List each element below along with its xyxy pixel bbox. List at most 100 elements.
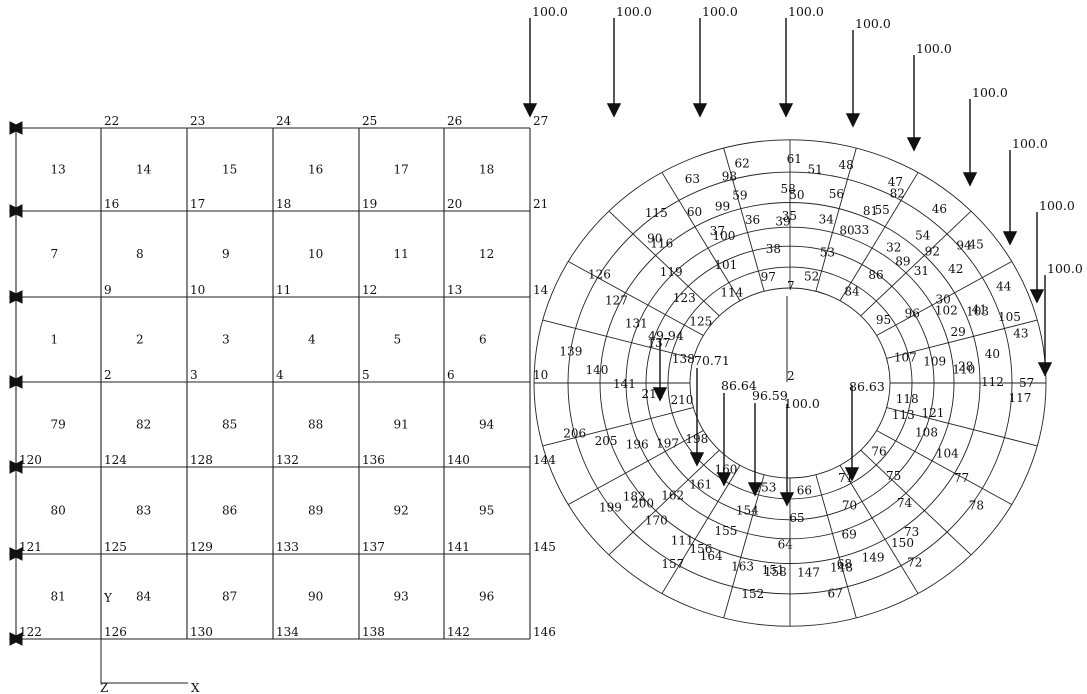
axis-z-label: Z xyxy=(100,681,108,694)
ring-node-label: 138 xyxy=(672,352,695,366)
node-label: 19 xyxy=(362,197,377,211)
element-label: 84 xyxy=(136,590,152,604)
element-label: 83 xyxy=(136,504,151,518)
node-label: 132 xyxy=(276,453,299,467)
ring-node-label: 131 xyxy=(625,317,648,331)
element-label: 80 xyxy=(51,504,66,518)
ring-radial-line xyxy=(608,210,720,317)
node-label: 23 xyxy=(190,114,205,128)
load-value-label: 100.0 xyxy=(1012,136,1048,151)
axis-triad: Y Z X xyxy=(100,591,200,694)
ring-node-label: 81 xyxy=(863,204,878,218)
node-label: 20 xyxy=(447,197,462,211)
ring-node-label: 141 xyxy=(613,377,636,391)
ring-node-label: 158 xyxy=(764,565,787,579)
ring-node-label: 115 xyxy=(645,206,668,220)
node-label: 122 xyxy=(19,625,42,639)
ring-node-label: 75 xyxy=(886,469,901,483)
element-label: 89 xyxy=(308,504,323,518)
ring-node-label: 29 xyxy=(951,325,966,339)
ring-node-label: 82 xyxy=(890,187,905,201)
ring-radial-line xyxy=(608,449,720,556)
ring-node-label: 153 xyxy=(754,481,777,495)
ring-radial-line xyxy=(815,474,857,618)
ring-radial-line xyxy=(860,449,972,556)
ring-node-label: 92 xyxy=(925,245,940,259)
ring-radial-line xyxy=(542,319,694,359)
element-label: 86 xyxy=(222,504,237,518)
element-label: 91 xyxy=(394,418,409,432)
node-label: 16 xyxy=(104,197,119,211)
ring-node-label: 74 xyxy=(897,496,913,510)
ring-node-label: 68 xyxy=(837,557,852,571)
ring-node-label: 110 xyxy=(952,363,975,377)
node-label: 10 xyxy=(533,368,548,382)
ring-node-label: 100 xyxy=(712,229,735,243)
load-arrowhead-icon xyxy=(845,113,861,128)
element-label: 11 xyxy=(394,247,409,261)
support-arrow-icon xyxy=(8,460,23,474)
ring-node-label: 78 xyxy=(969,498,984,512)
element-label: 3 xyxy=(222,333,230,347)
ring-radial-line xyxy=(886,407,1038,447)
ring-node-label: 90 xyxy=(647,231,662,245)
ring-node-label: 199 xyxy=(599,501,622,515)
ring-node-label: 44 xyxy=(996,280,1012,294)
element-label: 6 xyxy=(479,333,487,347)
node-label: 24 xyxy=(276,114,292,128)
ring-node-label: 52 xyxy=(804,270,819,284)
ring-node-label: 45 xyxy=(968,237,983,251)
ring-node-label: 34 xyxy=(819,212,835,226)
load-arrowhead-icon xyxy=(844,467,860,482)
element-label: 14 xyxy=(136,163,152,177)
ring-node-label: 150 xyxy=(891,536,914,550)
ring-node-label: 50 xyxy=(789,188,804,202)
node-label: 3 xyxy=(190,368,198,382)
node-label: 9 xyxy=(104,283,112,297)
support-arrow-icon xyxy=(8,547,23,561)
ring-node-label: 35 xyxy=(782,209,797,223)
axis-x-label: X xyxy=(191,681,200,694)
node-label: 4 xyxy=(276,368,284,382)
ring-node-label: 113 xyxy=(892,408,915,422)
load-arrowhead-icon xyxy=(692,103,708,118)
load-arrowhead-icon xyxy=(1002,231,1018,246)
support-arrow-icon xyxy=(8,121,23,135)
node-label: 125 xyxy=(104,540,127,554)
ring-node-label: 164 xyxy=(700,549,723,563)
ring-node-label: 170 xyxy=(645,513,668,527)
ring-node-label: 63 xyxy=(685,172,700,186)
ring-radial-line xyxy=(839,172,919,301)
grid-mesh xyxy=(15,127,788,640)
ring-node-label: 71 xyxy=(838,471,853,485)
ring-node-label: 149 xyxy=(862,551,885,565)
load-arrowhead-icon xyxy=(962,172,978,187)
ring-node-label: 123 xyxy=(673,291,696,305)
ring-radial-line xyxy=(661,465,741,594)
node-label: 11 xyxy=(276,283,291,297)
element-label: 96 xyxy=(479,590,494,604)
inner-load-value-label: 70.71 xyxy=(694,353,730,368)
ring-node-label: 99 xyxy=(715,199,730,213)
node-label: 6 xyxy=(447,368,455,382)
ring-node-label: 51 xyxy=(807,163,822,177)
load-arrowhead-icon xyxy=(747,482,763,497)
ring-node-label: 151 xyxy=(762,563,785,577)
node-label: 26 xyxy=(447,114,462,128)
node-label: 21 xyxy=(533,197,548,211)
ring-node-label: 56 xyxy=(829,187,844,201)
load-arrowhead-icon xyxy=(689,452,705,467)
ring-radial-line xyxy=(815,148,857,292)
ring-node-label: 65 xyxy=(789,511,804,525)
ring-node-label: 163 xyxy=(731,559,754,573)
ring-node-label: 105 xyxy=(998,310,1021,324)
load-value-label: 100.0 xyxy=(788,4,824,19)
ring-radial-line xyxy=(876,261,1012,336)
ring-node-label: 70 xyxy=(842,499,857,513)
element-label: 13 xyxy=(51,163,66,177)
node-label: 130 xyxy=(190,625,213,639)
ring-node-label: 54 xyxy=(915,228,931,242)
element-label: 8 xyxy=(136,247,144,261)
ring-node-label: 205 xyxy=(595,434,618,448)
ring-node-label: 95 xyxy=(876,313,891,327)
